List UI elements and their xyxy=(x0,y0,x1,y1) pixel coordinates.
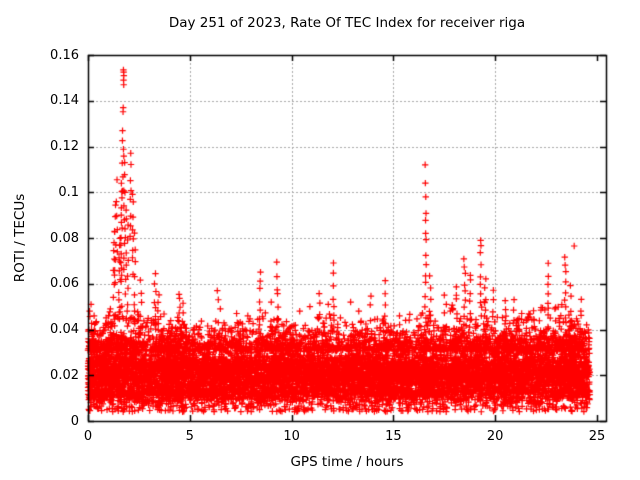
x-tick-label: 20 xyxy=(486,429,504,444)
y-tick-label: 0.1 xyxy=(58,184,79,200)
x-tick-labels: 0 5 10 15 20 25 xyxy=(0,429,640,447)
x-tick-label: 5 xyxy=(185,429,194,444)
x-tick-label: 0 xyxy=(83,429,93,444)
y-tick-label: 0.12 xyxy=(50,139,79,154)
x-axis-title: GPS time / hours xyxy=(290,454,404,470)
x-tick-label: 15 xyxy=(385,429,402,444)
y-tick-label: 0 xyxy=(70,413,79,429)
y-tick-label: 0.14 xyxy=(50,93,79,109)
y-tick-label: 0.04 xyxy=(50,322,79,337)
chart-title: Day 251 of 2023, Rate Of TEC Index for r… xyxy=(168,15,526,31)
x-tick-label: 25 xyxy=(588,429,606,444)
x-tick-label: 10 xyxy=(283,429,300,444)
y-tick-label: 0.16 xyxy=(50,47,79,63)
y-tick-label: 0.02 xyxy=(50,367,79,383)
y-tick-label: 0.08 xyxy=(50,230,79,246)
y-tick-label: 0.06 xyxy=(50,276,79,292)
y-tick-labels: 0 0.02 0.04 0.06 0.08 0.1 0.12 0.14 0.16 xyxy=(0,0,79,480)
